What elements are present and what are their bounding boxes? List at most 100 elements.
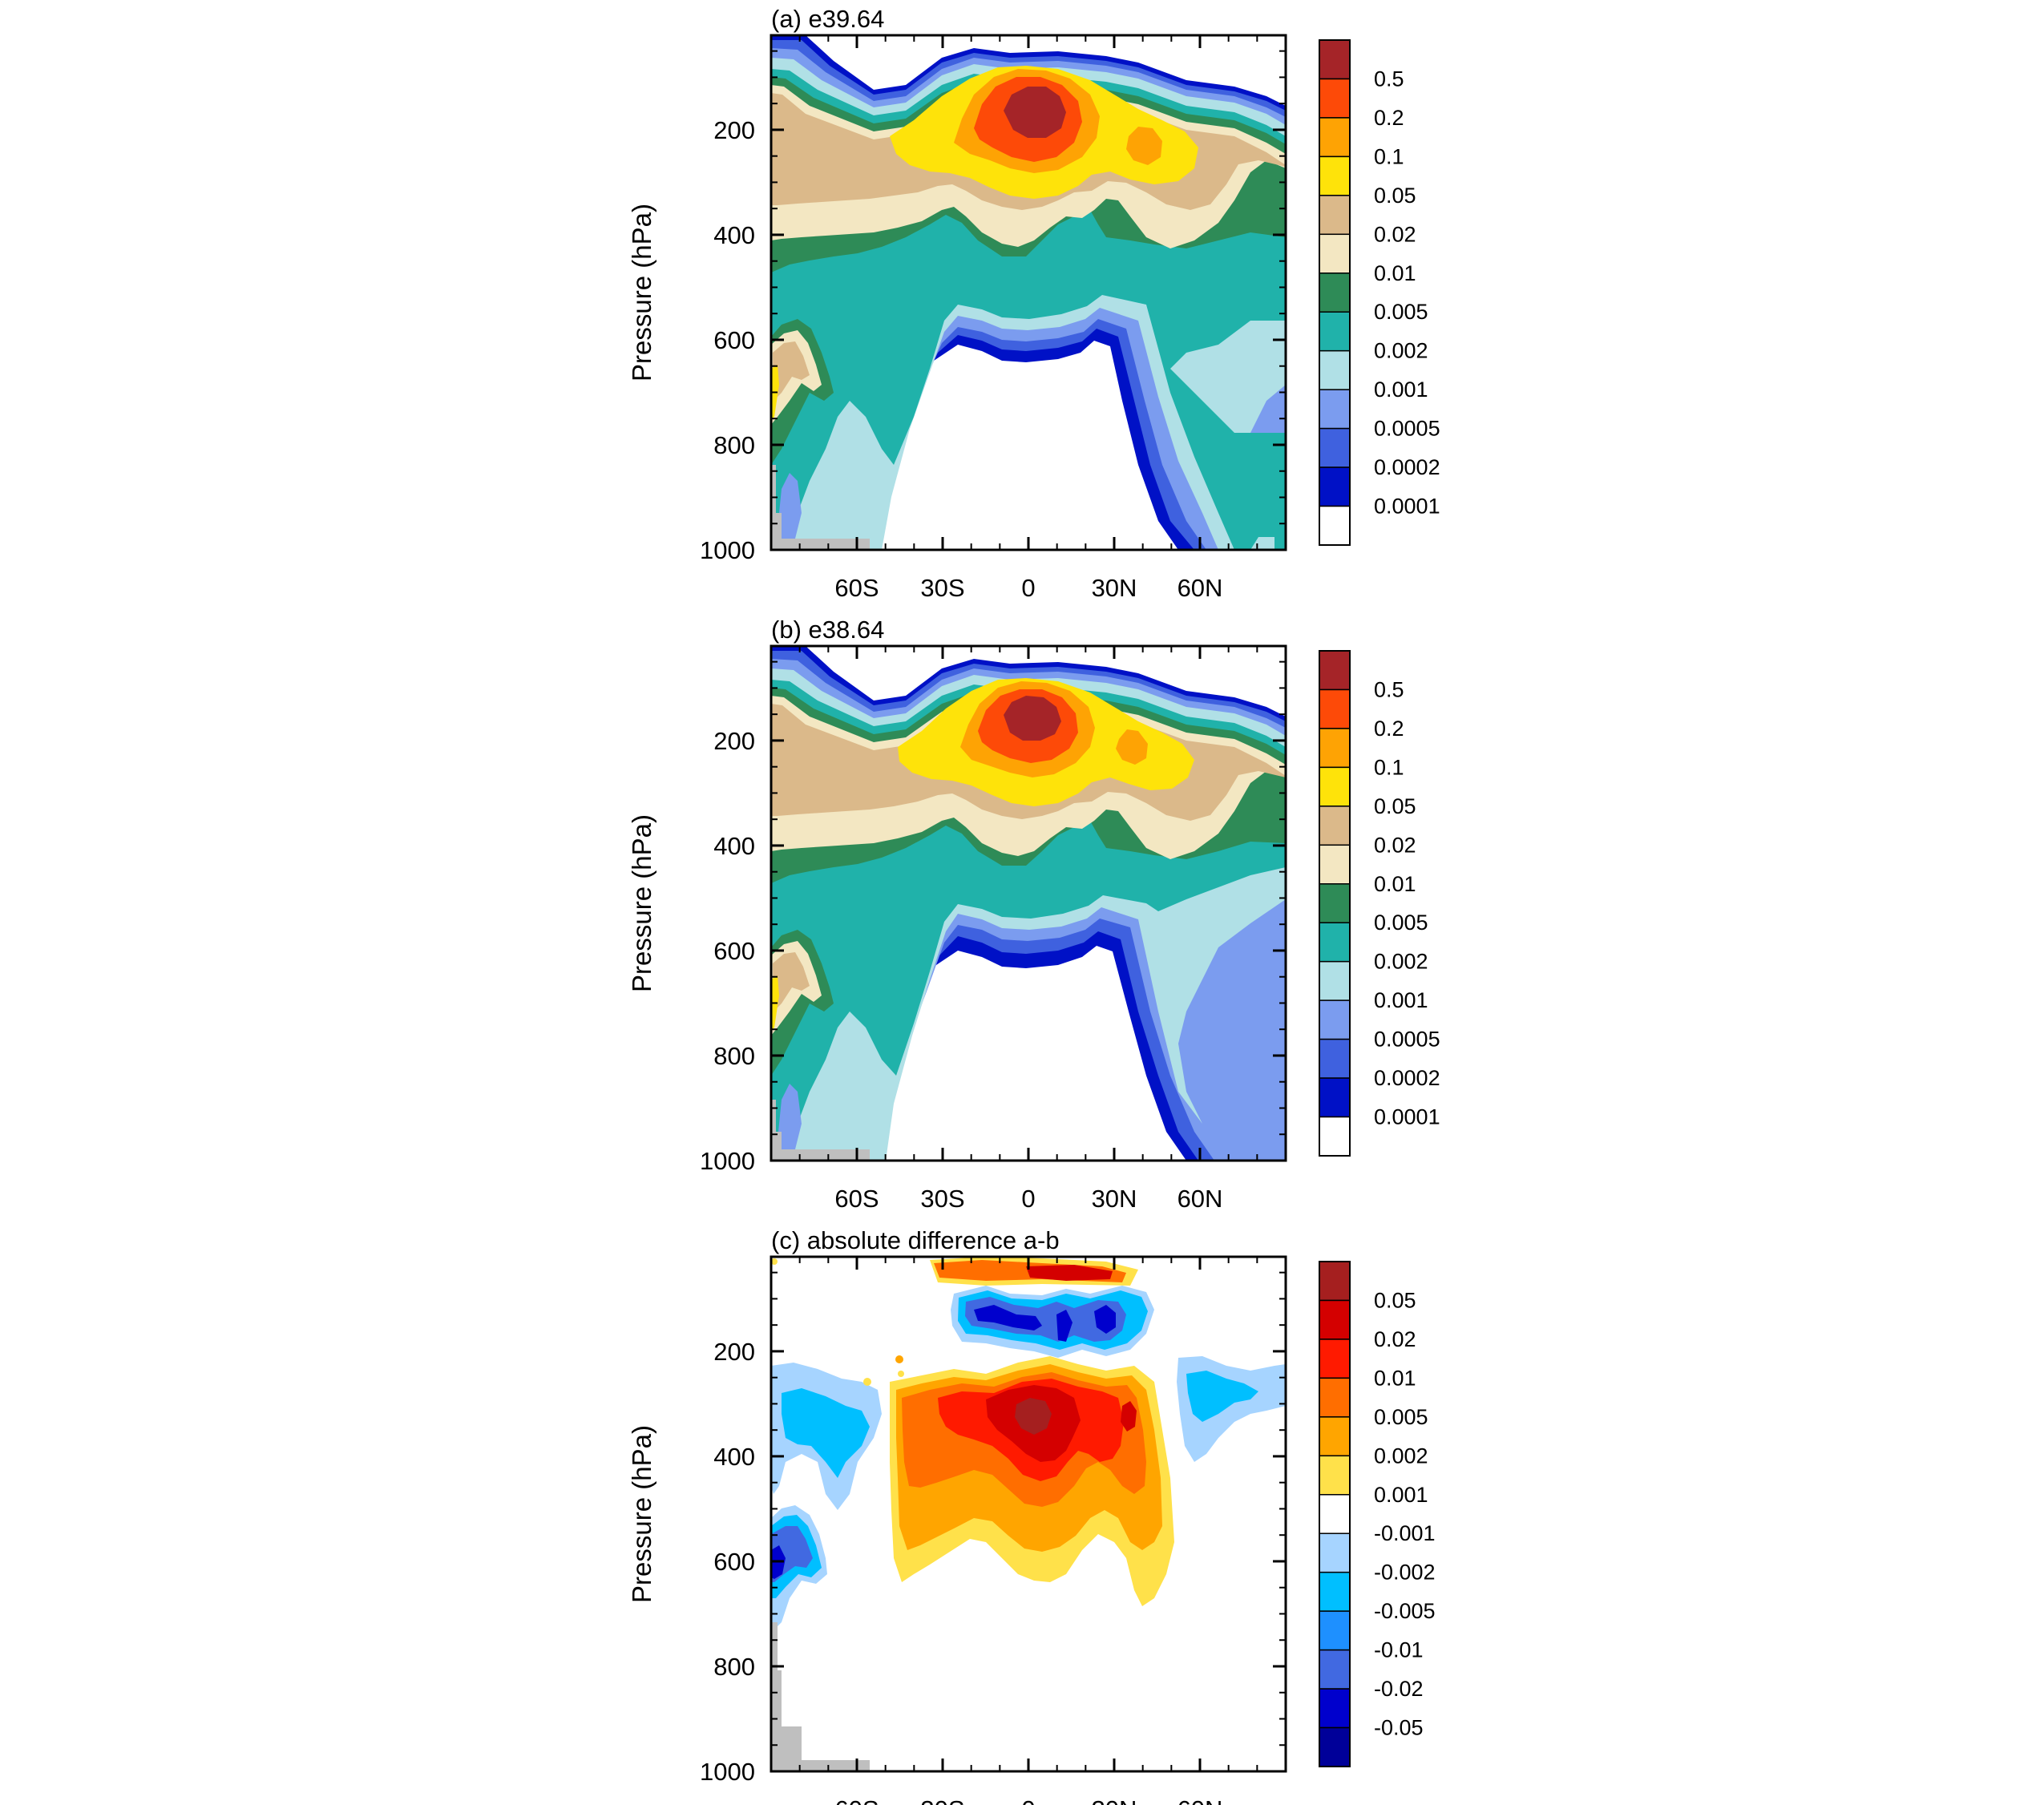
colorbar-swatch bbox=[1319, 1610, 1351, 1651]
colorbar-frame bbox=[1319, 39, 1351, 546]
panel-b-fields bbox=[771, 646, 1286, 1161]
colorbar-swatch bbox=[1319, 349, 1351, 390]
topography-mask bbox=[771, 465, 870, 550]
y-tick-label: 800 bbox=[713, 431, 755, 459]
colorbar-label: 0.001 bbox=[1374, 988, 1428, 1012]
colorbar-swatch bbox=[1319, 427, 1351, 468]
colorbar-swatch bbox=[1319, 1116, 1351, 1157]
colorbar-swatch bbox=[1319, 389, 1351, 430]
x-tick-label: 60S bbox=[834, 1795, 879, 1805]
diff-speck bbox=[898, 1371, 904, 1377]
y-tick-label: 200 bbox=[713, 116, 755, 144]
y-tick-label: 400 bbox=[713, 1443, 755, 1471]
diff-0.05 bbox=[1015, 1398, 1052, 1435]
colorbar-swatch bbox=[1319, 117, 1351, 158]
diff-speck bbox=[895, 1355, 903, 1363]
colorbar-swatch bbox=[1319, 1377, 1351, 1418]
panel-b-axes: 200 400 600 800 1000 60S 30S 0 30N 60N bbox=[700, 646, 1286, 1213]
colorbar-label: -0.002 bbox=[1374, 1561, 1436, 1585]
panel-c-colorbar: 0.05 0.02 0.01 0.005 0.002 0.001 -0.001 -0.002 -… bbox=[1319, 1261, 1436, 1767]
x-tick-label: 30N bbox=[1092, 574, 1137, 602]
colorbar-swatch bbox=[1319, 1532, 1351, 1573]
panel-a-contours bbox=[771, 35, 1286, 550]
panel-b-ylabel: Pressure (hPa) bbox=[627, 814, 656, 992]
y-tick-label: 400 bbox=[713, 832, 755, 860]
colorbar-frame bbox=[1319, 1261, 1351, 1767]
colorbar-swatch bbox=[1319, 1688, 1351, 1729]
colorbar-swatch bbox=[1319, 1261, 1351, 1302]
panel-a: (a) e39.64 200 400 600 800 1000 bbox=[627, 5, 1440, 602]
colorbar-swatch bbox=[1319, 1339, 1351, 1379]
x-tick-label: 30S bbox=[920, 1185, 964, 1213]
polar-lobe-blue bbox=[778, 1084, 802, 1161]
colorbar-swatch bbox=[1319, 1077, 1351, 1118]
colorbar-label: -0.01 bbox=[1374, 1638, 1424, 1662]
colorbar-swatch bbox=[1319, 766, 1351, 807]
colorbar-swatch bbox=[1319, 883, 1351, 923]
colorbar-label: 0.2 bbox=[1374, 106, 1404, 130]
diff-top-neg-0.02 bbox=[965, 1297, 1126, 1342]
colorbar-label: 0.0002 bbox=[1374, 1066, 1440, 1090]
topography-mask bbox=[771, 1622, 870, 1771]
x-tick-label: 0 bbox=[1021, 574, 1035, 602]
colorbar-label: 0.05 bbox=[1374, 1288, 1416, 1312]
panel-a-colorbar: 0.5 0.2 0.1 0.05 0.02 0.01 0.005 0.002 0.001 0.00… bbox=[1319, 39, 1440, 546]
colorbar-swatch bbox=[1319, 1455, 1351, 1496]
diff-speck bbox=[771, 1258, 778, 1265]
colorbar-label: 0.1 bbox=[1374, 755, 1404, 779]
colorbar-swatch bbox=[1319, 960, 1351, 1001]
panel-c-axes: 200 400 600 800 1000 60S 30S 0 30N 60N bbox=[700, 1257, 1286, 1805]
colorbar-swatch bbox=[1319, 844, 1351, 885]
panel-a-ylabel: Pressure (hPa) bbox=[627, 204, 656, 382]
colorbar-swatch bbox=[1319, 806, 1351, 846]
colorbar-swatch bbox=[1319, 1299, 1351, 1340]
colorbar-label: 0.002 bbox=[1374, 339, 1428, 363]
colorbar-swatch bbox=[1319, 688, 1351, 729]
x-tick-label: 30S bbox=[920, 574, 964, 602]
colorbar-swatch bbox=[1319, 1571, 1351, 1612]
diff-speck bbox=[863, 1378, 871, 1386]
contour-0.1-lobe bbox=[1116, 729, 1148, 765]
colorbar-label: 0.02 bbox=[1374, 833, 1416, 857]
x-tick-label: 0 bbox=[1021, 1795, 1035, 1805]
panel-c-fields bbox=[771, 1257, 1286, 1771]
colorbar-swatch bbox=[1319, 233, 1351, 274]
colorbar-label: -0.005 bbox=[1374, 1599, 1436, 1623]
panel-c-ylabel: Pressure (hPa) bbox=[627, 1425, 656, 1603]
x-tick-label: 60S bbox=[834, 574, 879, 602]
colorbar-label: 0.0001 bbox=[1374, 1105, 1440, 1129]
colorbar-label: 0.0005 bbox=[1374, 417, 1440, 441]
colorbar-label: -0.001 bbox=[1374, 1521, 1436, 1545]
contour-0.5 bbox=[1004, 696, 1061, 741]
polar-lobe-0.02 bbox=[773, 341, 810, 401]
panel-a-axes: 200 400 600 800 1000 60S 30S 0 30N 60N bbox=[700, 35, 1286, 602]
x-tick-label: 60N bbox=[1178, 1185, 1223, 1213]
colorbar-label: 0.02 bbox=[1374, 222, 1416, 246]
colorbar-label: 0.0005 bbox=[1374, 1028, 1440, 1052]
diff-top-neg-0.05 bbox=[974, 1305, 1042, 1331]
x-tick-label: 30N bbox=[1092, 1185, 1137, 1213]
colorbar-swatch bbox=[1319, 273, 1351, 313]
y-tick-label: 1000 bbox=[700, 1147, 755, 1175]
colorbar-label: 0.002 bbox=[1374, 950, 1428, 974]
colorbar-label: 0.005 bbox=[1374, 1405, 1428, 1429]
colorbar-label: 0.2 bbox=[1374, 717, 1404, 741]
colorbar-swatch bbox=[1319, 1649, 1351, 1690]
colorbar-frame bbox=[1319, 650, 1351, 1157]
panel-b-contours bbox=[771, 646, 1286, 1161]
y-tick-label: 200 bbox=[713, 1338, 755, 1366]
polar-lobe-blue bbox=[778, 473, 802, 550]
y-tick-label: 800 bbox=[713, 1653, 755, 1681]
x-tick-label: 0 bbox=[1021, 1185, 1035, 1213]
panel-b-title: (b) e38.64 bbox=[771, 616, 884, 644]
colorbar-swatch bbox=[1319, 922, 1351, 963]
y-tick-label: 600 bbox=[713, 937, 755, 965]
colorbar-label: 0.01 bbox=[1374, 1366, 1416, 1390]
colorbar-label: 0.01 bbox=[1374, 261, 1416, 285]
diff-top-0.02 bbox=[1026, 1265, 1113, 1281]
colorbar-swatch bbox=[1319, 39, 1351, 80]
colorbar-swatch bbox=[1319, 1038, 1351, 1079]
colorbar-label: 0.05 bbox=[1374, 184, 1416, 208]
panel-b-colorbar: 0.5 0.2 0.1 0.05 0.02 0.01 0.005 0.002 0.001 0.00… bbox=[1319, 650, 1440, 1157]
panel-a-title: (a) e39.64 bbox=[771, 5, 884, 33]
